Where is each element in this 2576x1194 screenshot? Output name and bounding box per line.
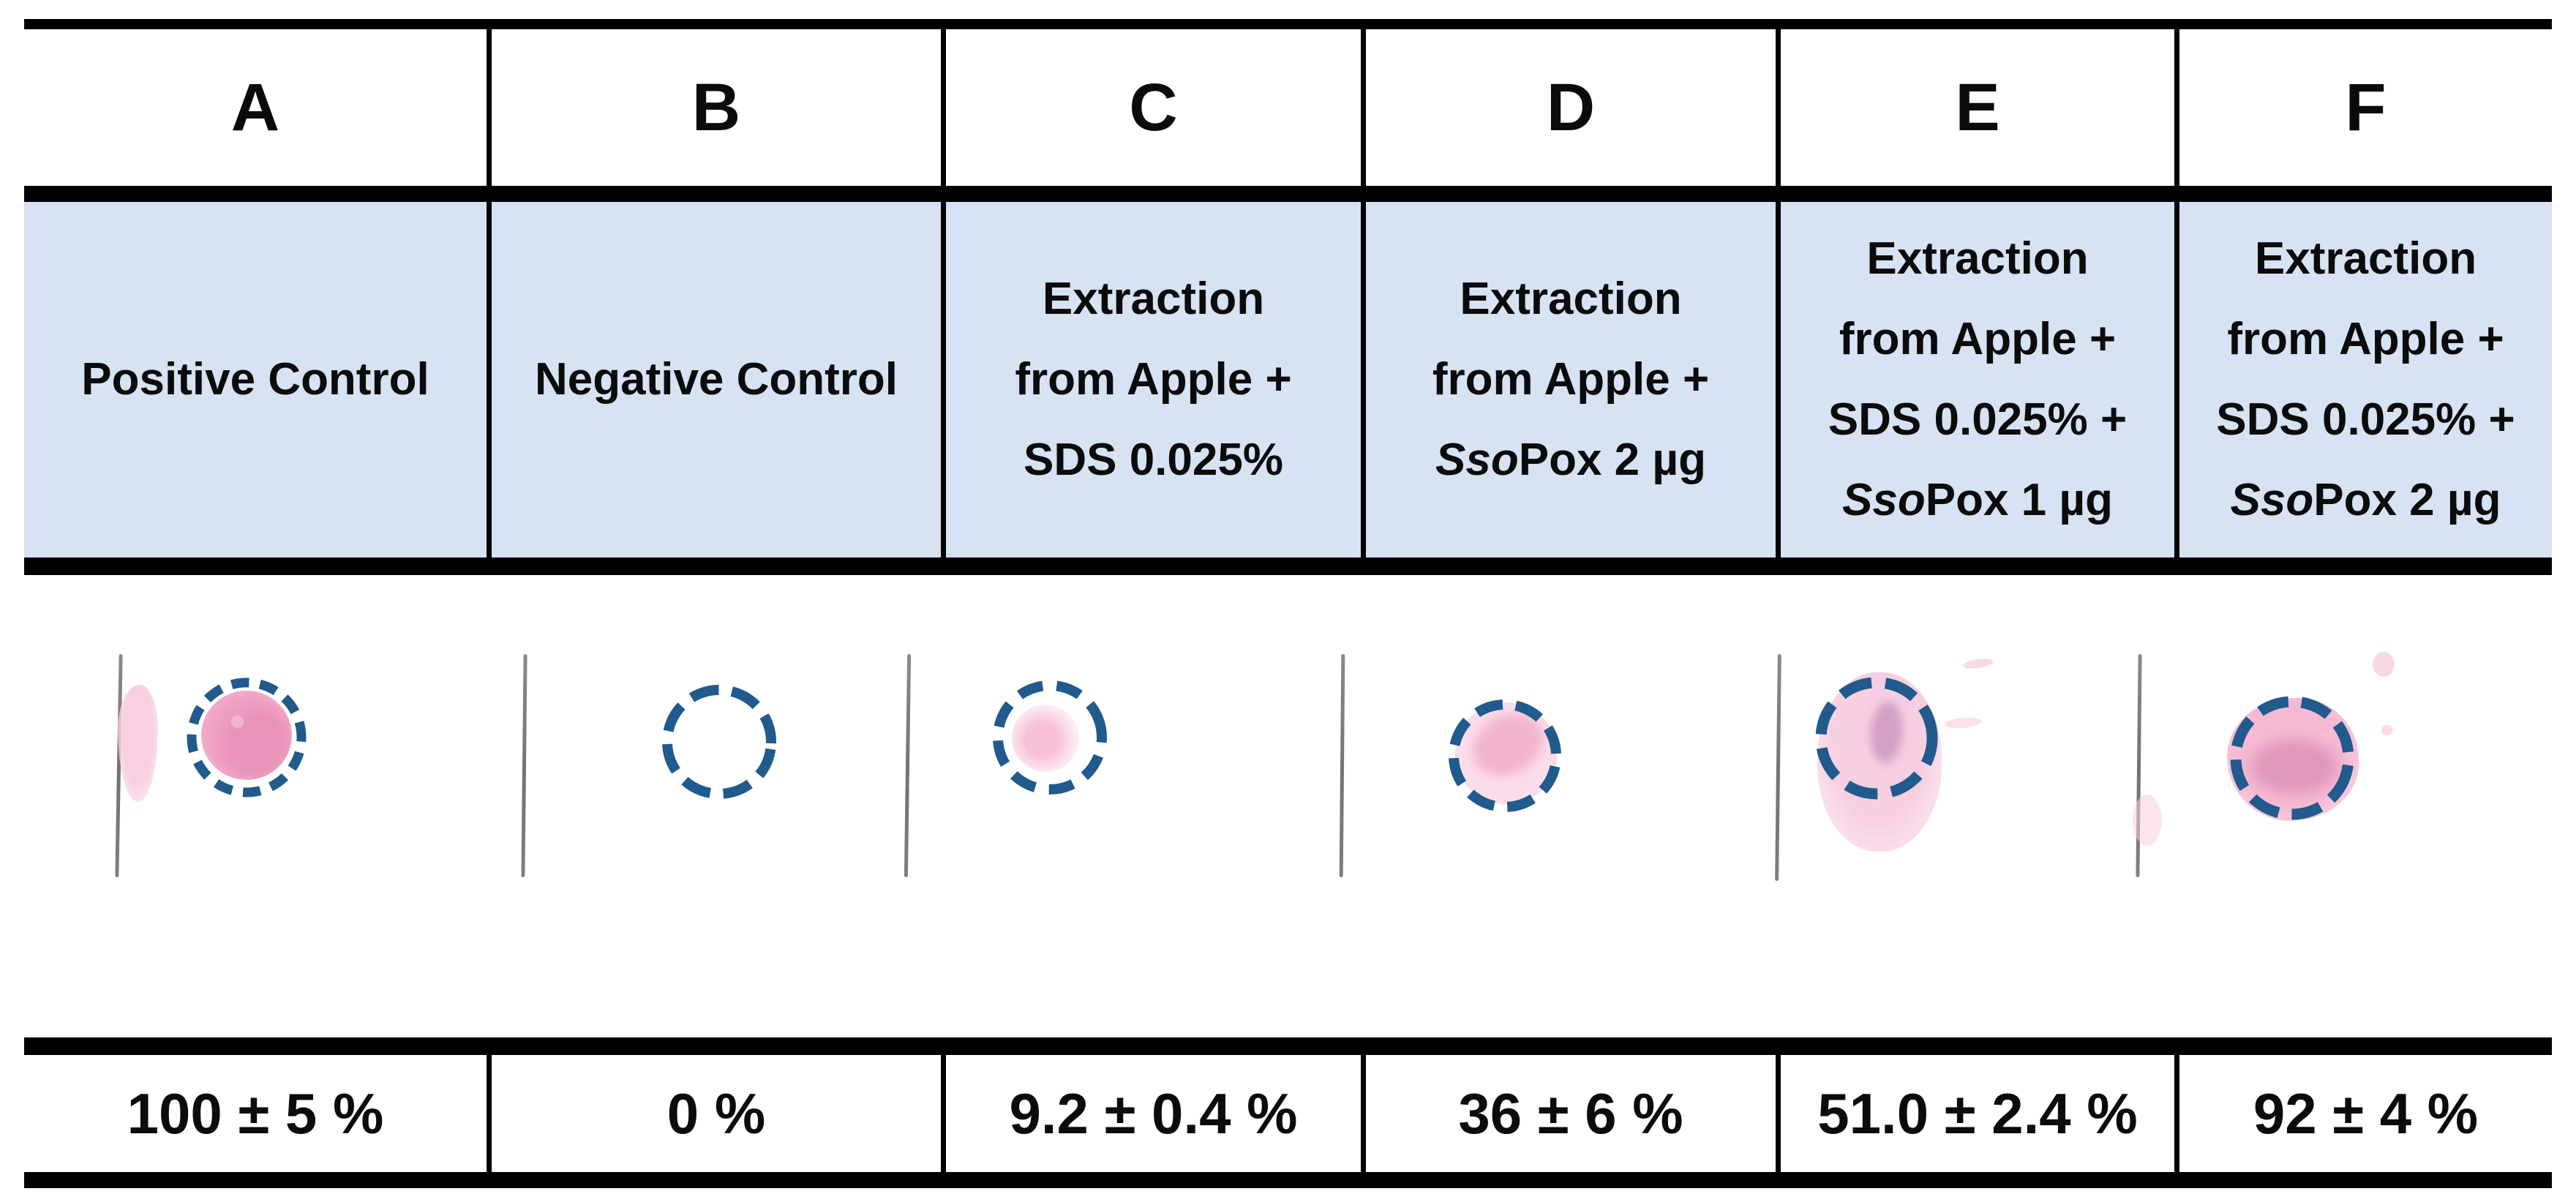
result-value-a: 100 ± 5 % [24, 1055, 487, 1172]
dashed-spot-circle-a [187, 677, 307, 797]
column-letter-a: A [24, 29, 487, 186]
column-letter-c: C [941, 29, 1361, 186]
result-value-e: 51.0 ± 2.4 % [1776, 1055, 2174, 1172]
result-value-d: 36 ± 6 % [1361, 1055, 1776, 1172]
condition-apple-sds: Extraction from Apple + SDS 0.025% [941, 202, 1361, 557]
strip-images-row [24, 575, 2552, 1037]
condition-apple-ssopox2: Extraction from Apple + SsoPox 2 µg [1361, 202, 1776, 557]
side-pink-blob-a [118, 685, 158, 802]
colorimetric-spot-a [201, 691, 292, 780]
strip-edge-line-d [1339, 653, 1345, 878]
result-row: 100 ± 5 % 0 % 9.2 ± 0.4 % 36 ± 6 % 51.0 … [24, 1055, 2552, 1172]
result-value-c: 9.2 ± 0.4 % [941, 1055, 1361, 1172]
condition-negative-control: Negative Control [487, 202, 941, 557]
column-letters-row: A B C D E F [24, 29, 2552, 186]
table-rule [24, 186, 2552, 202]
pink-speckle-e [1962, 657, 1994, 670]
condition-apple-sds-ssopox2: Extraction from Apple + SDS 0.025% + SsoPox… [2174, 202, 2552, 557]
table-rule [24, 1037, 2552, 1055]
spot-dark-core-f [2251, 740, 2337, 794]
colorimetric-spot-c [1012, 705, 1079, 772]
pink-speckle-f [2373, 652, 2395, 677]
table-rule [24, 557, 2552, 575]
column-letter-d: D [1361, 29, 1776, 186]
column-letter-b: B [487, 29, 941, 186]
condition-apple-sds-ssopox1: Extraction from Apple + SDS 0.025% + SsoPox… [1776, 202, 2174, 557]
result-value-b: 0 % [487, 1055, 941, 1172]
dashed-spot-circle-b [662, 685, 776, 799]
condition-positive-control: Positive Control [24, 202, 487, 557]
dashed-spot-circle-f [2230, 696, 2354, 820]
strip-edge-line-e [1775, 653, 1781, 882]
dashed-spot-circle-c [993, 680, 1107, 795]
pink-speckle-f [2381, 725, 2393, 735]
strip-edge-line-c [904, 653, 912, 878]
dashed-spot-circle-e [1815, 677, 1938, 800]
dashed-spot-circle-d [1449, 699, 1561, 812]
pink-smudge-f [2133, 795, 2162, 846]
condition-row: Positive Control Negative Control Extrac… [24, 202, 2552, 557]
table-bottom-rule [24, 1172, 2552, 1188]
result-value-f: 92 ± 4 % [2174, 1055, 2552, 1172]
column-letter-e: E [1776, 29, 2174, 186]
column-letter-f: F [2174, 29, 2552, 186]
strip-edge-line-b [521, 653, 527, 878]
colorimetric-spot-e [1817, 672, 1942, 852]
pink-speckle-e [1944, 716, 1982, 730]
table-top-rule [24, 19, 2552, 29]
